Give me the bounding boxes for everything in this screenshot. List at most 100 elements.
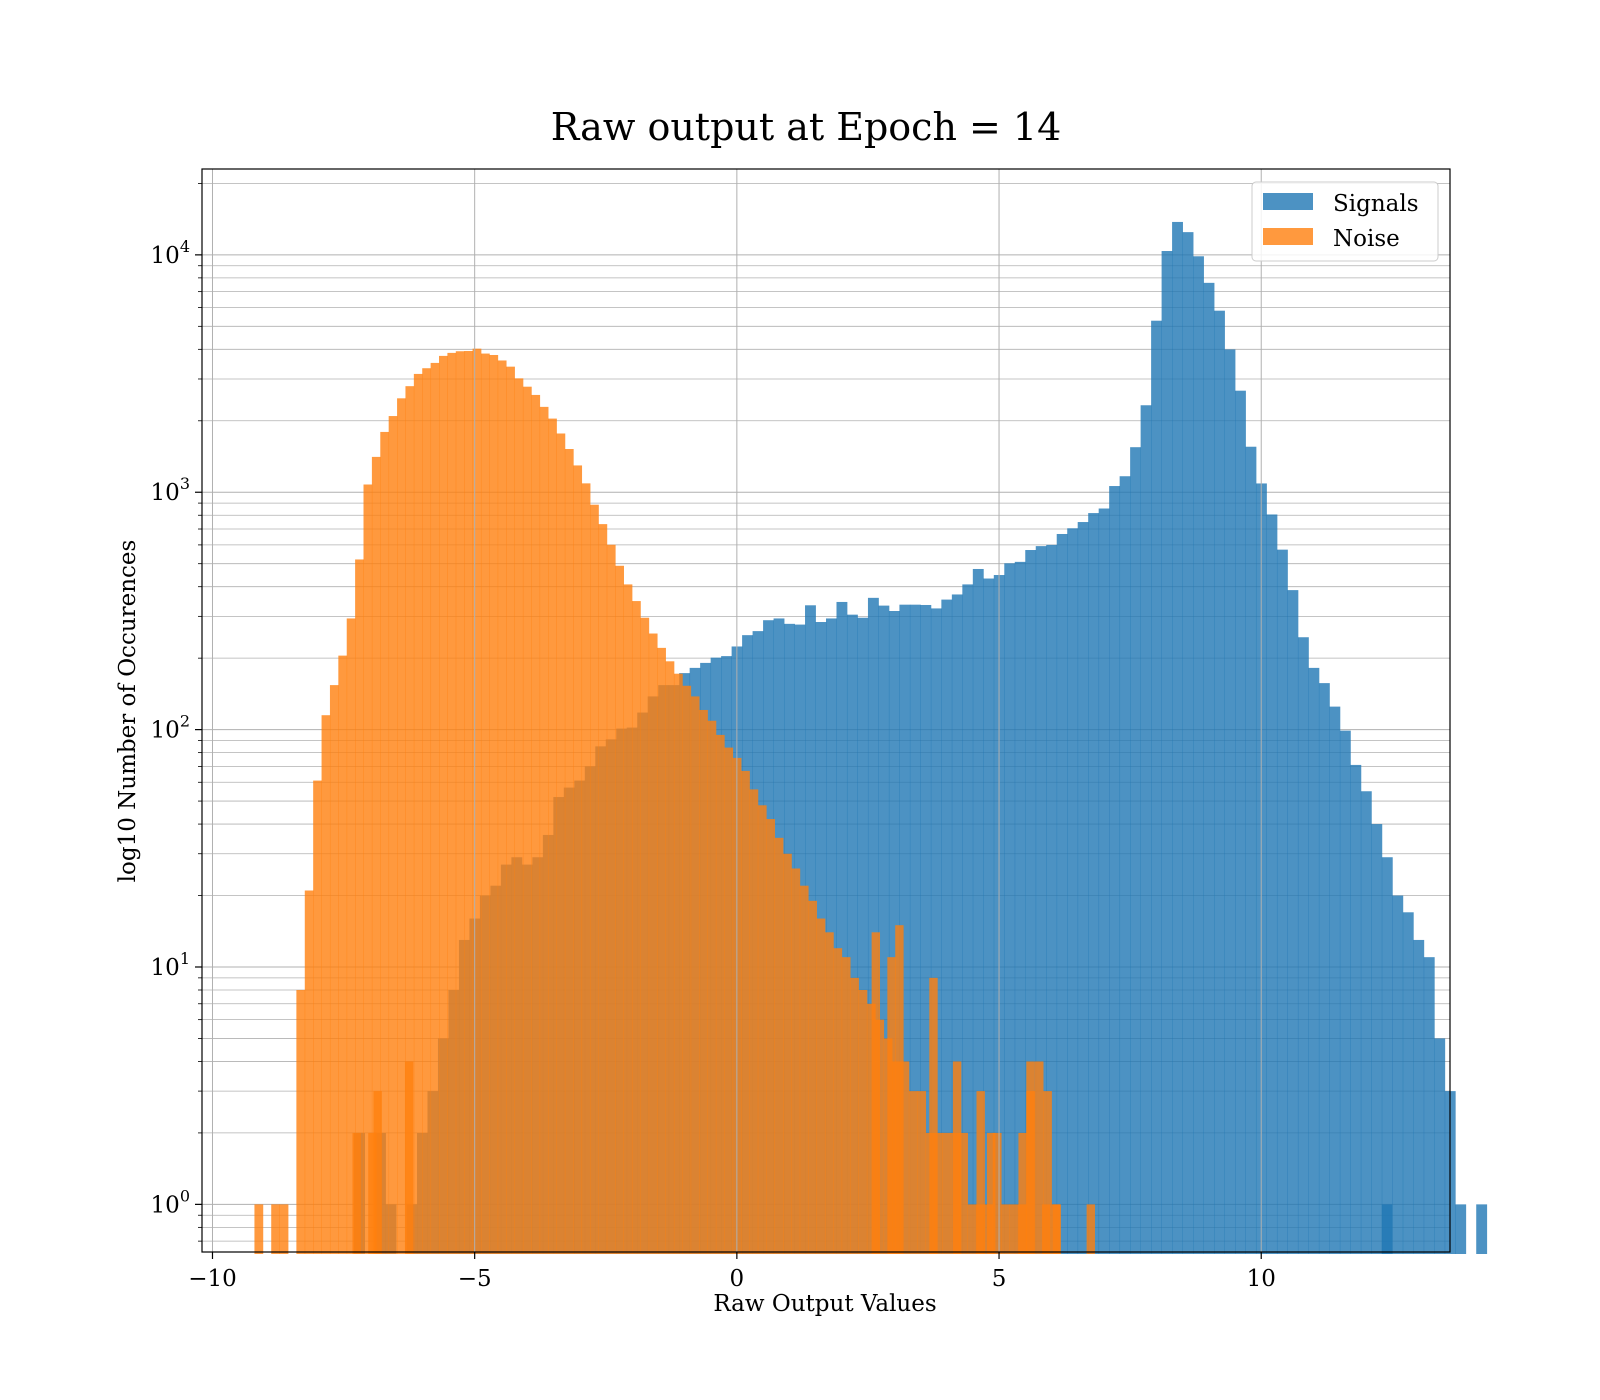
bar: [1088, 513, 1100, 1254]
bar: [455, 351, 465, 1255]
bar: [941, 599, 953, 1254]
bar: [363, 484, 373, 1254]
bar: [548, 418, 557, 1254]
bar: [514, 378, 524, 1254]
bar: [1035, 546, 1047, 1254]
bar: [1172, 221, 1183, 1254]
bar: [1077, 522, 1089, 1254]
bar: [405, 386, 415, 1254]
bar: [1046, 544, 1058, 1254]
bar: [930, 608, 942, 1254]
bar: [908, 1091, 918, 1254]
bar: [920, 604, 932, 1254]
bar: [858, 989, 868, 1254]
y-tick-label: 104: [151, 237, 190, 269]
bar: [1056, 533, 1068, 1254]
y-ticks: 100 101 102 103 104: [151, 183, 202, 1242]
y-tick-label: 100: [151, 1186, 190, 1218]
bar: [1140, 405, 1152, 1254]
bar: [1350, 764, 1362, 1254]
bar: [1224, 349, 1236, 1254]
bar: [1086, 1204, 1096, 1254]
bar: [615, 565, 624, 1254]
bar: [1235, 390, 1246, 1254]
bar: [254, 1204, 264, 1254]
bar: [1381, 1204, 1393, 1254]
bar: [397, 398, 406, 1254]
bar: [1009, 1204, 1019, 1254]
bar: [871, 932, 881, 1254]
bar: [887, 957, 896, 1254]
bar: [1130, 447, 1142, 1255]
x-ticks: −10 −5 0 5 10: [188, 1252, 1276, 1292]
bar: [972, 568, 984, 1254]
bar: [1318, 683, 1330, 1254]
legend-swatch-noise: [1263, 228, 1313, 245]
bar: [1193, 256, 1204, 1254]
bar: [715, 734, 725, 1254]
bar: [799, 885, 809, 1254]
bar: [279, 1204, 289, 1254]
bar: [917, 1091, 927, 1254]
chart-title: Raw output at Epoch = 14: [551, 105, 1062, 149]
bar: [497, 360, 507, 1254]
bar: [1014, 561, 1026, 1254]
x-tick-label: −10: [188, 1266, 237, 1292]
bar: [368, 1132, 377, 1254]
bar: [1297, 637, 1309, 1254]
bar: [480, 353, 490, 1254]
bar: [888, 611, 900, 1254]
bar: [1360, 791, 1372, 1254]
bar: [430, 362, 440, 1254]
bar: [1034, 1061, 1044, 1254]
bar: [1004, 563, 1016, 1254]
bar: [942, 1132, 952, 1254]
bar: [983, 578, 995, 1254]
bar: [1098, 508, 1110, 1255]
bar: [1067, 528, 1079, 1254]
bar: [413, 373, 423, 1254]
bar: [606, 544, 616, 1254]
bar: [296, 989, 306, 1254]
bar: [766, 819, 776, 1254]
bar: [749, 789, 759, 1254]
bar: [539, 406, 549, 1254]
x-tick-label: 10: [1247, 1266, 1276, 1292]
bar: [1455, 1204, 1467, 1254]
bar: [1043, 1091, 1052, 1254]
bar: [598, 524, 608, 1254]
bar: [623, 584, 633, 1254]
bar: [673, 673, 683, 1254]
bar: [371, 456, 381, 1254]
bar: [774, 837, 784, 1254]
bar: [866, 1003, 876, 1254]
bar: [522, 386, 532, 1254]
bar: [976, 1091, 985, 1254]
bar: [850, 977, 859, 1254]
bar: [1402, 912, 1414, 1254]
bar: [952, 1061, 962, 1254]
x-tick-label: −5: [458, 1266, 492, 1292]
bar: [665, 661, 675, 1254]
bar: [439, 355, 448, 1255]
bar: [857, 617, 869, 1254]
bar: [640, 617, 650, 1254]
bar: [699, 709, 708, 1254]
x-grid-lines: [211, 169, 1262, 1252]
bar: [900, 1061, 910, 1254]
bar: [573, 465, 583, 1255]
bar: [1214, 310, 1225, 1254]
x-tick-label: 5: [992, 1266, 1007, 1292]
bar: [1381, 857, 1393, 1254]
bar: [1001, 1204, 1010, 1254]
y-tick-label: 101: [151, 949, 190, 981]
bar: [1245, 446, 1257, 1254]
y-tick-label: 103: [151, 474, 190, 506]
bar: [1161, 251, 1173, 1254]
bar: [690, 696, 700, 1254]
bar: [556, 433, 566, 1254]
bar: [682, 685, 692, 1254]
bar: [472, 348, 482, 1254]
bar: [1276, 549, 1288, 1254]
